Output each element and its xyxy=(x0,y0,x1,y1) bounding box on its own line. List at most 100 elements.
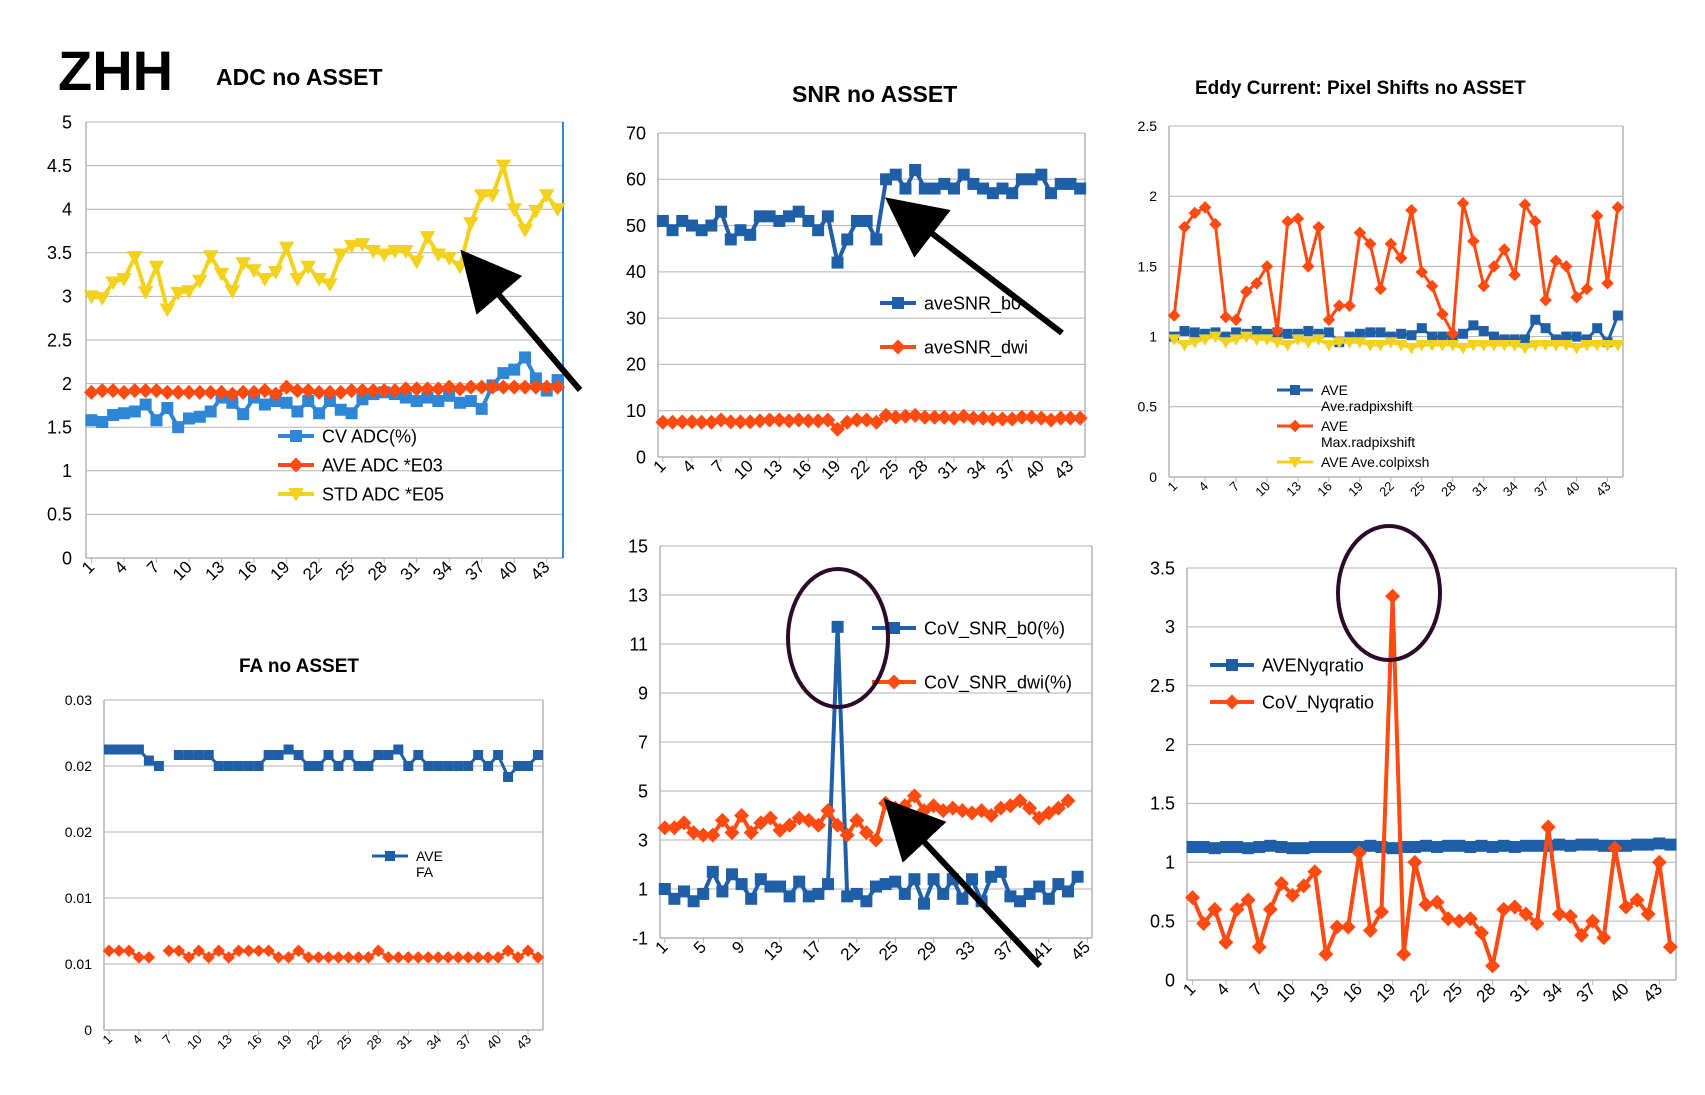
y-tick-label: 0 xyxy=(1149,469,1157,485)
data-point xyxy=(105,276,121,291)
data-point xyxy=(503,772,514,782)
data-point xyxy=(253,761,264,771)
data-point xyxy=(322,951,335,964)
data-point xyxy=(1209,218,1222,231)
data-point xyxy=(1375,327,1386,338)
data-point xyxy=(1396,946,1412,962)
data-point xyxy=(302,395,315,408)
data-point xyxy=(1312,334,1326,346)
data-point xyxy=(352,951,365,964)
data-point xyxy=(1185,890,1201,906)
data-point xyxy=(1052,878,1065,891)
data-point xyxy=(897,408,913,424)
data-point xyxy=(1313,328,1324,339)
data-point xyxy=(918,182,931,195)
data-point xyxy=(762,412,778,428)
y-tick-label: 0.5 xyxy=(1138,399,1158,415)
x-tick-label: 7 xyxy=(1246,979,1266,999)
data-point xyxy=(1519,839,1532,852)
data-point xyxy=(235,257,251,272)
data-point xyxy=(398,245,414,259)
data-point xyxy=(1188,206,1202,220)
data-point xyxy=(802,890,815,903)
data-point xyxy=(83,290,100,305)
fa-plot: 00.010.010.020.020.031 4 7 10 13 16 19 22 25 28 31… xyxy=(65,692,545,1052)
data-point xyxy=(105,383,121,399)
data-point xyxy=(1497,839,1510,852)
adc-series-2: STD ADC *E05 xyxy=(83,159,566,504)
data-point xyxy=(1405,203,1418,217)
data-point xyxy=(159,384,175,400)
data-point xyxy=(822,878,834,891)
data-point xyxy=(107,408,120,421)
data-point xyxy=(1462,911,1478,927)
data-point xyxy=(334,403,347,416)
data-point xyxy=(451,951,465,964)
data-point xyxy=(113,744,124,755)
data-point xyxy=(112,944,126,958)
data-point xyxy=(986,187,999,200)
data-point xyxy=(947,182,960,195)
data-point xyxy=(192,944,206,958)
data-point xyxy=(783,210,796,223)
data-point xyxy=(433,761,444,771)
data-point xyxy=(1394,340,1408,352)
data-point xyxy=(1508,268,1521,282)
data-point xyxy=(1042,892,1055,905)
data-point xyxy=(549,203,566,217)
data-point xyxy=(300,383,316,399)
data-point xyxy=(1446,340,1460,352)
data-point xyxy=(1208,331,1222,344)
data-point xyxy=(995,411,1011,427)
data-point xyxy=(1271,324,1284,338)
data-point xyxy=(1618,899,1634,915)
data-point xyxy=(715,205,728,218)
y-tick-label: 20 xyxy=(626,355,646,375)
data-point xyxy=(781,413,797,429)
y-tick-label: 5 xyxy=(638,781,648,801)
data-point xyxy=(345,407,358,420)
data-point xyxy=(246,384,262,400)
page-title: ZHH xyxy=(58,39,174,102)
data-point xyxy=(1640,906,1656,922)
data-point xyxy=(1177,340,1191,352)
data-point xyxy=(94,292,111,306)
data-point xyxy=(1529,915,1545,931)
data-point xyxy=(403,761,414,771)
data-point xyxy=(452,381,468,397)
data-point xyxy=(1586,838,1599,851)
data-point xyxy=(182,951,196,964)
data-point xyxy=(1574,927,1590,943)
data-point xyxy=(957,168,970,181)
data-point xyxy=(745,892,758,905)
data-point xyxy=(387,383,403,399)
data-point xyxy=(1262,328,1273,339)
data-point xyxy=(1074,182,1087,195)
data-point xyxy=(258,398,271,411)
data-point xyxy=(1308,840,1321,853)
data-point xyxy=(723,414,739,430)
data-point xyxy=(441,379,457,395)
data-point xyxy=(521,944,535,958)
data-point xyxy=(1508,340,1522,352)
data-point xyxy=(102,944,116,958)
data-point xyxy=(282,951,295,964)
x-tick-label: 19 xyxy=(1373,979,1400,1006)
data-point xyxy=(1386,842,1399,855)
y-tick-label: 2.5 xyxy=(1150,676,1175,696)
y-tick-label: 2 xyxy=(62,374,72,394)
data-point xyxy=(237,408,250,421)
data-point xyxy=(441,951,455,964)
data-point xyxy=(139,398,152,411)
data-point xyxy=(666,224,679,237)
data-point xyxy=(1440,911,1456,927)
data-point xyxy=(103,744,114,755)
data-point xyxy=(1264,839,1277,852)
data-point xyxy=(1282,328,1293,339)
data-point xyxy=(1478,325,1489,336)
data-point xyxy=(1014,409,1030,425)
data-point xyxy=(192,274,208,289)
y-tick-label: 2 xyxy=(1165,735,1175,755)
data-point xyxy=(705,219,718,232)
data-point xyxy=(1529,215,1542,228)
